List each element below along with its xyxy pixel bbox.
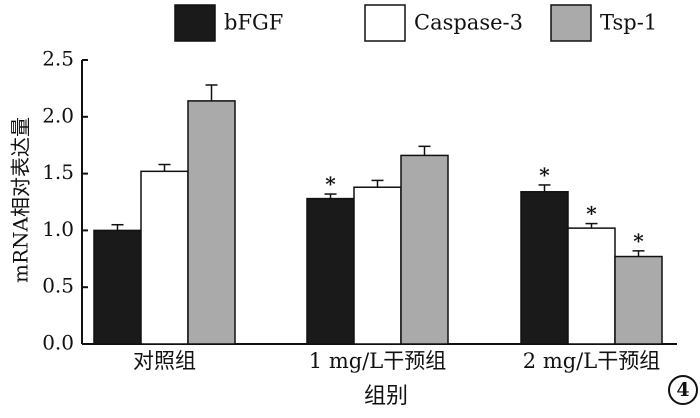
panel-label-text: 4 xyxy=(676,379,689,401)
bar xyxy=(187,100,236,345)
y-tick-label: 1.5 xyxy=(42,160,74,184)
bar xyxy=(614,255,663,345)
significance-marker: * xyxy=(325,172,336,196)
y-tick-label: 2.5 xyxy=(42,47,74,71)
bar xyxy=(140,170,189,345)
significance-marker: * xyxy=(633,229,644,253)
y-axis-label: mRNA相对表达量 xyxy=(9,117,33,283)
x-tick-label: 2 mg/L干预组 xyxy=(523,349,660,373)
y-tick-label: 1.0 xyxy=(42,217,74,241)
bars: * * * * xyxy=(93,84,663,345)
axes: 0.0 0.5 1.0 1.5 2.0 2.5 对照组 1 mg/L干预组 2 mg/L干预组 xyxy=(42,47,677,373)
significance-marker: * xyxy=(539,163,550,187)
legend: bFGF Caspase-3 Tsp-1 xyxy=(174,4,657,42)
y-tick-label: 0.0 xyxy=(42,331,74,355)
legend-swatch xyxy=(174,4,216,42)
bar xyxy=(306,197,355,345)
y-tick-label: 2.0 xyxy=(42,103,74,127)
panel-label: 4 xyxy=(668,375,698,405)
y-tick-label: 0.5 xyxy=(42,274,74,298)
x-axis-label: 组别 xyxy=(364,384,408,409)
bar xyxy=(353,186,402,345)
significance-marker: * xyxy=(586,202,597,226)
bar xyxy=(520,191,569,345)
legend-swatch xyxy=(550,4,592,42)
bar xyxy=(93,229,142,345)
x-tick-label: 对照组 xyxy=(133,349,196,373)
x-tick-label: 1 mg/L干预组 xyxy=(309,349,446,373)
legend-label: Tsp-1 xyxy=(600,11,657,35)
legend-label: bFGF xyxy=(224,11,283,35)
legend-label: Caspase-3 xyxy=(414,11,523,35)
bar xyxy=(567,227,616,345)
bar xyxy=(400,154,449,345)
legend-swatch xyxy=(364,4,406,42)
